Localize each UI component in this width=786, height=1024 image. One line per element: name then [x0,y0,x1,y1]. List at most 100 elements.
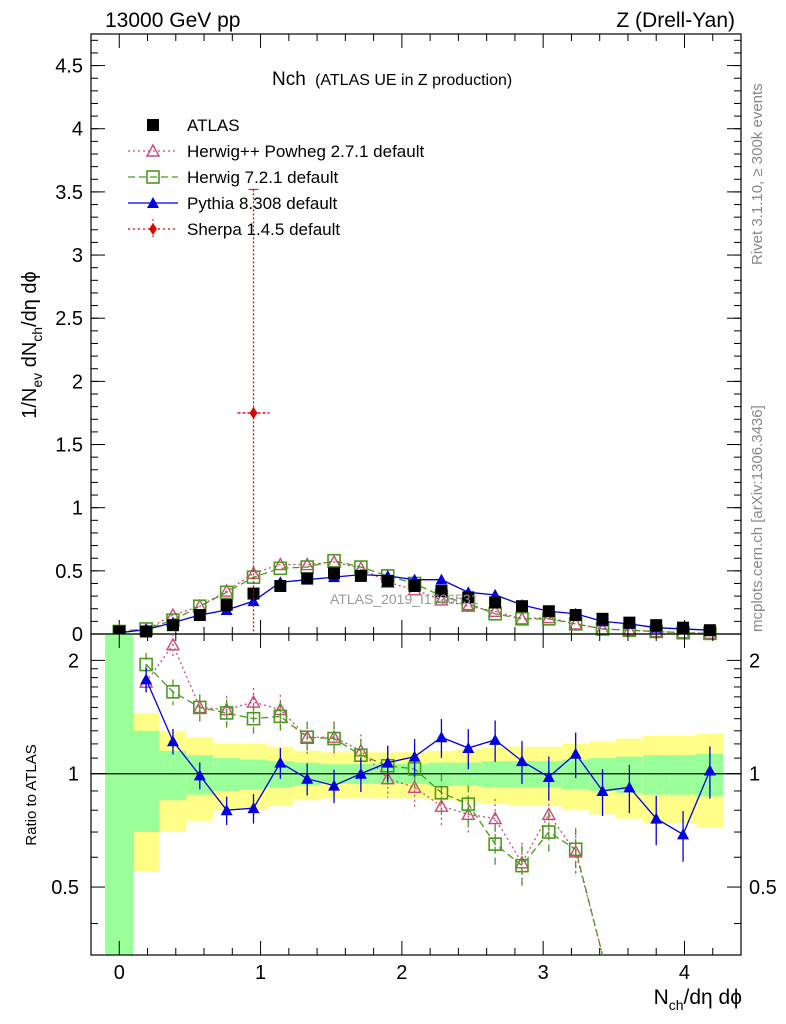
ratio-band-green [669,755,697,795]
ratio-band-green-first [105,634,134,955]
atlas-data-point [569,609,582,622]
y-tick-label: 4 [72,119,83,141]
ratio-line [145,679,711,836]
y-tick-label: 3.5 [55,182,83,204]
legend-label: Sherpa 1.4.5 default [187,220,340,239]
x-tick-label: 4 [679,962,690,984]
legend-marker [145,143,161,157]
atlas-data-point [381,574,394,587]
y-axis-label-p3: ch [29,327,45,342]
atlas-data-point [354,569,367,582]
atlas-data-point [515,600,528,613]
ratio-point [165,637,181,651]
data-point [461,598,476,612]
ratio-y-tick-label-right: 2 [749,650,760,672]
atlas-data-point [328,567,341,580]
atlas-data-point [462,591,475,604]
y-axis-label-p2: dN [19,342,41,373]
y-axis-label-p0: 1/N [19,388,41,419]
legend-label: Herwig++ Powheg 2.7.1 default [187,142,424,161]
ratio-y-tick-label: 2 [68,650,79,672]
data-point [219,583,234,597]
x-tick-label: 0 [114,962,125,984]
x-axis-label-sub: ch [669,997,684,1013]
plot-title-sub: (ATLAS UE in Z production) [315,72,512,89]
legend-marker [149,223,157,235]
atlas-data-point [623,616,636,629]
ratio-point [487,811,503,825]
ratio-band-green [132,730,160,833]
atlas-data-point [220,598,233,611]
data-point [219,585,234,600]
data-point [434,592,449,606]
x-axis-label: Nch/dη dϕ [654,986,742,1013]
sherpa-data-point [249,406,258,419]
header-right: Z (Drell-Yan) [616,9,735,32]
y-tick-label: 1 [72,498,83,520]
ratio-y-tick-label: 0.5 [51,877,79,899]
main-plot: 0 0.5 1 1.5 2 2.5 3 3.5 4 4.5 [55,33,742,646]
atlas-data-point [677,621,690,634]
y-tick-label: 2 [72,371,83,393]
atlas-data-point [435,585,448,598]
ratio-band-green [642,755,670,795]
data-point [273,557,288,571]
ratio-point [326,729,342,743]
rivet-version-label: Rivet 3.1.10, ≥ 300k events [749,83,766,265]
atlas-data-point [166,619,179,632]
ratio-y-tick-label-right: 1 [749,764,760,786]
legend-marker [146,170,160,184]
atlas-data-point [140,625,153,638]
data-point [487,603,503,617]
x-tick-label: 3 [538,962,549,984]
ratio-point [461,797,476,811]
y-axis-label-p4: /dη dϕ [19,271,41,327]
atlas-data-point [596,612,609,625]
y-axis-label: 1/Nev dNch/dη dϕ [19,271,45,419]
y-axis-label-p1: ev [29,373,45,388]
data-point [300,557,315,571]
header-left: 13000 GeV pp [105,9,240,32]
ratio-y-tick-label-right: 0.5 [749,877,777,899]
ratio-point [541,806,557,821]
ratio-line [145,643,604,956]
data-point [273,561,288,576]
legend-label: Herwig 7.2.1 default [187,168,338,187]
atlas-data-point [489,596,502,609]
atlas-data-point [703,624,716,637]
ratio-point [246,711,261,726]
ratio-point [515,858,529,873]
y-tick-label: 4.5 [55,56,83,78]
data-point [247,595,260,607]
atlas-data-point [650,619,663,632]
atlas-data-point [408,580,421,592]
ratio-point [434,785,449,800]
ratio-point [193,700,207,715]
ratio-y-axis-label: Ratio to ATLAS [23,744,40,845]
data-point [327,553,341,568]
legend: ATLAS Herwig++ Powheg 2.7.1 default Herwig… [128,116,424,239]
atlas-data-point [542,605,555,618]
x-tick-label: 1 [255,962,266,984]
ratio-y-tick-label: 1 [68,764,79,786]
y-tick-label: 0 [72,624,83,646]
plot-title: Nch (ATLAS UE in Z production) [272,69,512,90]
ratio-band-green [240,759,267,790]
ratio-point [327,731,341,746]
y-tick-label: 1.5 [55,435,83,457]
legend-marker [147,119,159,131]
data-point [515,612,529,626]
legend-label: ATLAS [187,116,240,135]
ratio-frame [90,633,742,956]
mcplots-label: mcplots.cern.ch [arXiv:1306.3436] [749,405,766,632]
atlas-data-point [193,609,206,622]
data-point [435,573,448,585]
ratio-line [145,664,604,956]
x-axis-label-main: N [654,986,669,1009]
ratio-plot: 0 1 2 3 4 0.5 0.5 1 1 2 2 [51,633,777,984]
y-tick-label: 3 [72,245,83,267]
plot-title-main: Nch [272,69,306,90]
ratio-point [219,706,234,720]
y-tick-label: 0.5 [55,561,83,583]
